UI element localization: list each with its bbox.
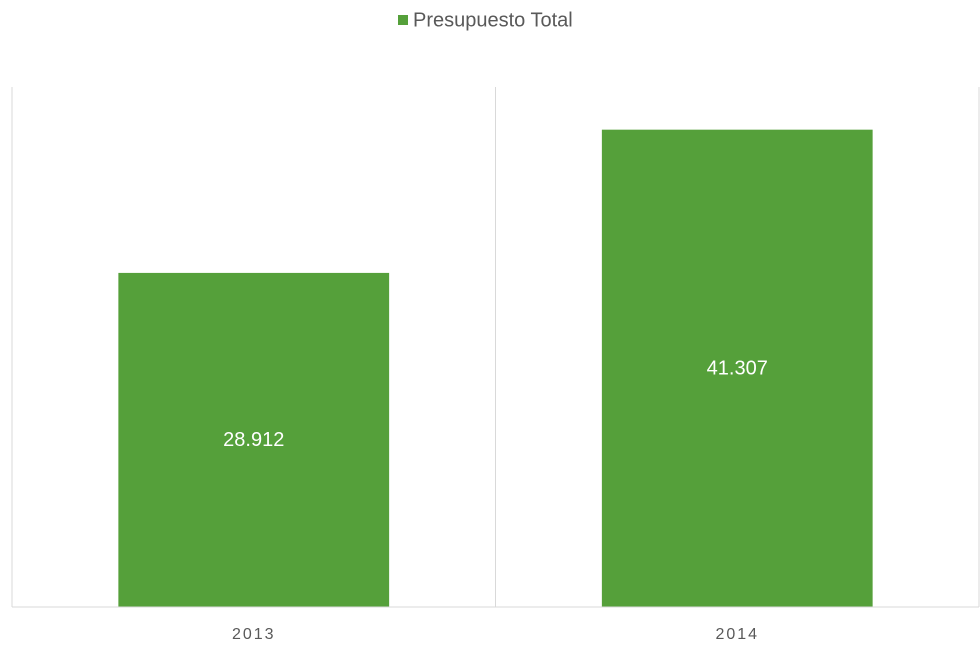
legend-swatch [398, 15, 408, 25]
x-tick-label: 2014 [715, 626, 759, 643]
bar [118, 272, 390, 607]
data-label: 41.307 [707, 358, 768, 380]
x-tick-label: 2013 [232, 626, 276, 643]
bar [601, 129, 873, 607]
data-label: 28.912 [223, 429, 284, 451]
legend-label: Presupuesto Total [413, 9, 573, 31]
